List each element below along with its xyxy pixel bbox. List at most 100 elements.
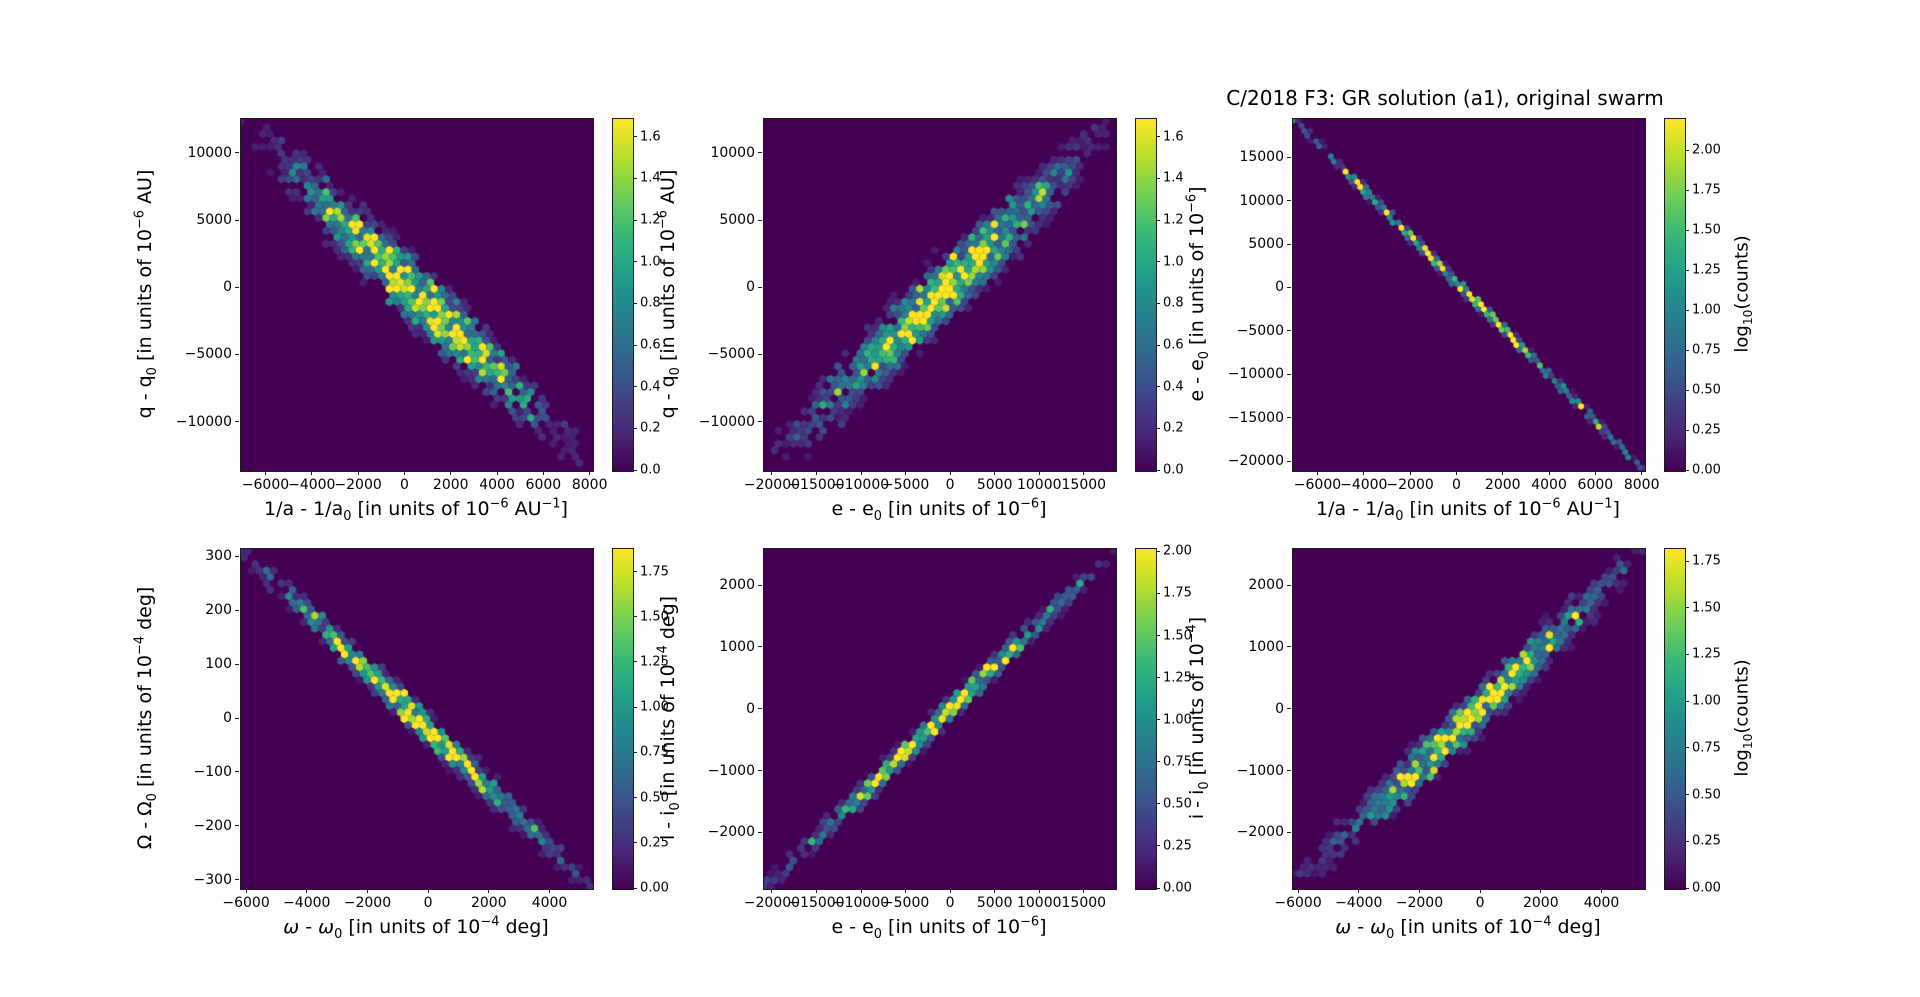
x-tick-mark <box>366 889 368 893</box>
colorbar-tick-label: 1.25 <box>640 654 669 670</box>
x-tick-mark <box>860 471 862 475</box>
colorbar-tick-mark <box>1685 149 1689 151</box>
colorbar-tick-mark <box>1156 803 1160 805</box>
colorbar-tick-mark <box>1685 887 1689 889</box>
x-tick-mark <box>949 471 951 475</box>
x-tick-mark <box>1455 471 1457 475</box>
x-tick-label: 2000 <box>432 477 469 493</box>
x-tick-mark <box>905 471 907 475</box>
colorbar-tick-mark <box>1685 747 1689 749</box>
colorbar-tick-mark <box>633 842 637 844</box>
y-tick-mark <box>235 717 239 719</box>
colorbar-tick-label: 1.6 <box>640 129 661 145</box>
colorbar-tick-mark <box>1685 469 1689 471</box>
y-tick-mark <box>758 646 762 648</box>
colorbar-tick-label: 1.4 <box>1163 170 1184 186</box>
colorbar-tick-mark <box>1685 700 1689 702</box>
y-tick-label: 1000 <box>719 638 755 655</box>
y-tick-label: −10000 <box>175 413 232 430</box>
x-tick-mark <box>815 889 817 893</box>
colorbar-tick-mark <box>633 706 637 708</box>
colorbar-tick-label: 2.00 <box>1692 142 1721 158</box>
y-tick-mark <box>758 831 762 833</box>
y-axis-label: e - e0 [in units of 10−6] <box>1184 186 1212 402</box>
x-axis-label: e - e0 [in units of 10−6] <box>831 496 1047 524</box>
colorbar-tick-label: 1.4 <box>640 170 661 186</box>
y-tick-mark <box>1287 373 1291 375</box>
hexbin-canvas <box>241 549 593 889</box>
x-tick-mark <box>1502 471 1504 475</box>
x-tick-label: −4000 <box>1340 477 1388 493</box>
colorbar-tick-label: 2.00 <box>1163 543 1192 559</box>
hexbin-canvas <box>764 549 1116 889</box>
x-axis-label: ω - ω0 [in units of 10−4 deg] <box>1335 914 1601 942</box>
colorbar-tick-mark <box>1156 136 1160 138</box>
colorbar-tick-mark <box>633 427 637 429</box>
x-tick-mark <box>1601 889 1603 893</box>
x-tick-label: −6000 <box>241 477 290 493</box>
y-tick-mark <box>1287 831 1291 833</box>
x-tick-label: −6000 <box>222 895 270 911</box>
x-tick-mark <box>949 889 951 893</box>
x-tick-mark <box>994 471 996 475</box>
x-tick-label: −15000 <box>788 477 845 493</box>
x-tick-mark <box>264 471 266 475</box>
colorbar-tick-mark <box>1685 229 1689 231</box>
y-tick-label: −1000 <box>1236 762 1284 779</box>
x-tick-label: 5000 <box>976 895 1013 911</box>
y-tick-label: 10000 <box>1239 192 1284 209</box>
colorbar-tick-label: 0.2 <box>1163 420 1184 436</box>
colorbar-tick-mark <box>633 751 637 753</box>
y-tick-mark <box>235 555 239 557</box>
y-tick-mark <box>758 152 762 154</box>
x-tick-label: 0 <box>399 477 409 493</box>
x-tick-label: −6000 <box>1274 895 1322 911</box>
colorbar-tick-label: 1.25 <box>1692 646 1721 662</box>
colorbar-tick-label: 1.50 <box>640 609 669 625</box>
colorbar-tick-mark <box>1156 677 1160 679</box>
colorbar-tick-label: 1.75 <box>1692 182 1721 198</box>
y-tick-label: −15000 <box>1227 409 1284 426</box>
x-tick-mark <box>1418 889 1420 893</box>
y-tick-label: −5000 <box>1236 322 1284 339</box>
colorbar-tick-mark <box>633 136 637 138</box>
y-tick-mark <box>235 353 239 355</box>
colorbar-tick-label: 0.50 <box>1692 787 1721 803</box>
colorbar-tick-mark <box>633 386 637 388</box>
x-tick-mark <box>1641 471 1643 475</box>
y-tick-label: −300 <box>193 871 232 888</box>
y-tick-mark <box>758 421 762 423</box>
y-tick-mark <box>235 663 239 665</box>
x-tick-label: 4000 <box>531 895 568 911</box>
y-tick-mark <box>1287 770 1291 772</box>
colorbar-tick-mark <box>633 616 637 618</box>
colorbar-tick-label: 1.50 <box>1692 222 1721 238</box>
colorbar-tick-label: 1.75 <box>1692 553 1721 569</box>
y-tick-label: 0 <box>223 279 232 296</box>
colorbar-tick-mark <box>633 661 637 663</box>
colorbar-tick-mark <box>1685 309 1689 311</box>
colorbar-tick-mark <box>1156 344 1160 346</box>
y-tick-label: 10000 <box>710 144 755 161</box>
colorbar-tick-mark <box>1156 302 1160 304</box>
colorbar-tick-mark <box>1156 635 1160 637</box>
y-tick-mark <box>235 286 239 288</box>
colorbar-tick-label: 0.0 <box>640 462 661 478</box>
colorbar-bottom-left <box>612 548 634 890</box>
y-tick-label: 100 <box>205 656 232 673</box>
colorbar-tick-label: 0.25 <box>1163 838 1192 854</box>
colorbar-tick-label: 1.2 <box>640 212 661 228</box>
x-tick-label: −5000 <box>881 477 930 493</box>
colorbar-tick-label: 0.8 <box>1163 295 1184 311</box>
x-tick-label: 4000 <box>479 477 515 493</box>
x-tick-label: −4000 <box>288 477 336 493</box>
colorbar-tick-label: 0.00 <box>1692 880 1721 896</box>
x-tick-mark <box>1540 889 1542 893</box>
colorbar-tick-label: 0.00 <box>640 880 669 896</box>
x-tick-label: 8000 <box>571 477 608 493</box>
y-tick-mark <box>235 219 239 221</box>
y-tick-mark <box>758 770 762 772</box>
x-tick-label: 0 <box>1475 895 1485 911</box>
colorbar-tick-mark <box>633 469 637 471</box>
colorbar-tick-mark <box>1685 607 1689 609</box>
